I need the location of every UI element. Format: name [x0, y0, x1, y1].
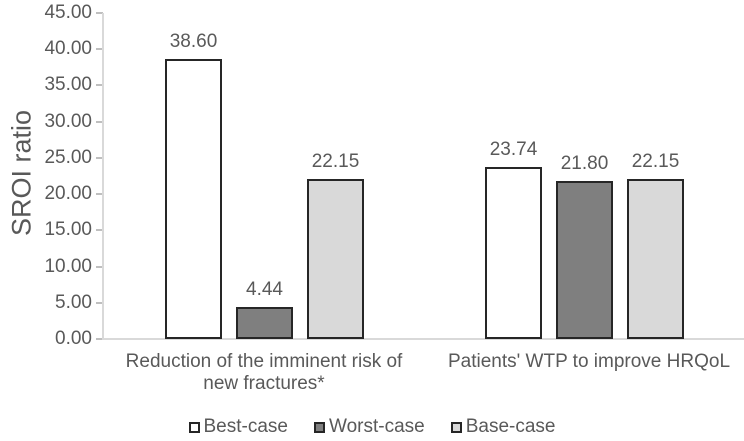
legend-marker-icon — [450, 421, 462, 433]
y-tick-mark — [96, 338, 103, 340]
legend-label: Worst-case — [328, 416, 425, 437]
y-tick-mark — [96, 48, 103, 51]
legend-item-worst-case: Worst-case — [313, 416, 425, 438]
y-tick-mark — [96, 156, 103, 159]
bar-value-label: 22.15 — [311, 151, 360, 172]
bar-base-case-group1 — [307, 179, 364, 339]
y-tick-mark — [96, 84, 103, 87]
y-tick-mark — [96, 193, 103, 196]
bar-worst-case-group2 — [556, 181, 613, 339]
y-tick-label: 10.00 — [44, 255, 92, 277]
y-axis-line — [102, 13, 104, 340]
category-label-line: new fractures* — [203, 373, 325, 394]
legend-marker-icon — [188, 421, 200, 433]
category-label-line: Patients' WTP to improve HRQoL — [447, 351, 731, 372]
y-tick-label: 30.00 — [44, 110, 92, 132]
y-tick-label: 0.00 — [55, 328, 92, 349]
category-label-wtp: Patients' WTP to improve HRQoL — [424, 351, 744, 373]
x-axis-line — [102, 338, 744, 340]
bar-value-label: 38.60 — [169, 31, 218, 52]
y-tick-label: 40.00 — [44, 38, 92, 60]
y-tick-label: 20.00 — [44, 183, 92, 205]
legend: Best-case Worst-case Base-case — [0, 416, 744, 438]
legend-item-best-case: Best-case — [188, 416, 288, 438]
y-tick-mark — [96, 120, 103, 123]
category-label-line: Reduction of the imminent risk of — [125, 351, 403, 372]
bar-worst-case-group1 — [236, 307, 293, 339]
legend-marker-icon — [313, 421, 325, 433]
legend-item-base-case: Base-case — [450, 416, 556, 438]
bar-best-case-group1 — [165, 59, 222, 339]
y-tick-mark — [96, 265, 103, 268]
bar-best-case-group2 — [485, 167, 542, 339]
bar-value-label: 21.80 — [560, 153, 609, 174]
bar-value-label: 23.74 — [489, 139, 538, 160]
bar-value-label: 4.44 — [246, 279, 283, 300]
bar-value-label: 22.15 — [631, 151, 680, 172]
y-tick-label: 35.00 — [44, 74, 92, 96]
legend-label: Base-case — [465, 416, 556, 437]
category-label-fractures: Reduction of the imminent risk of new fr… — [99, 351, 429, 395]
y-tick-mark — [96, 301, 103, 304]
y-tick-label: 15.00 — [44, 219, 92, 241]
legend-label: Best-case — [203, 416, 288, 437]
y-tick-mark — [96, 229, 103, 232]
y-tick-label: 25.00 — [44, 146, 92, 168]
bar-base-case-group2 — [627, 179, 684, 339]
y-tick-label: 5.00 — [55, 291, 92, 313]
y-tick-label: 45.00 — [44, 2, 92, 23]
y-tick-mark — [96, 12, 103, 14]
